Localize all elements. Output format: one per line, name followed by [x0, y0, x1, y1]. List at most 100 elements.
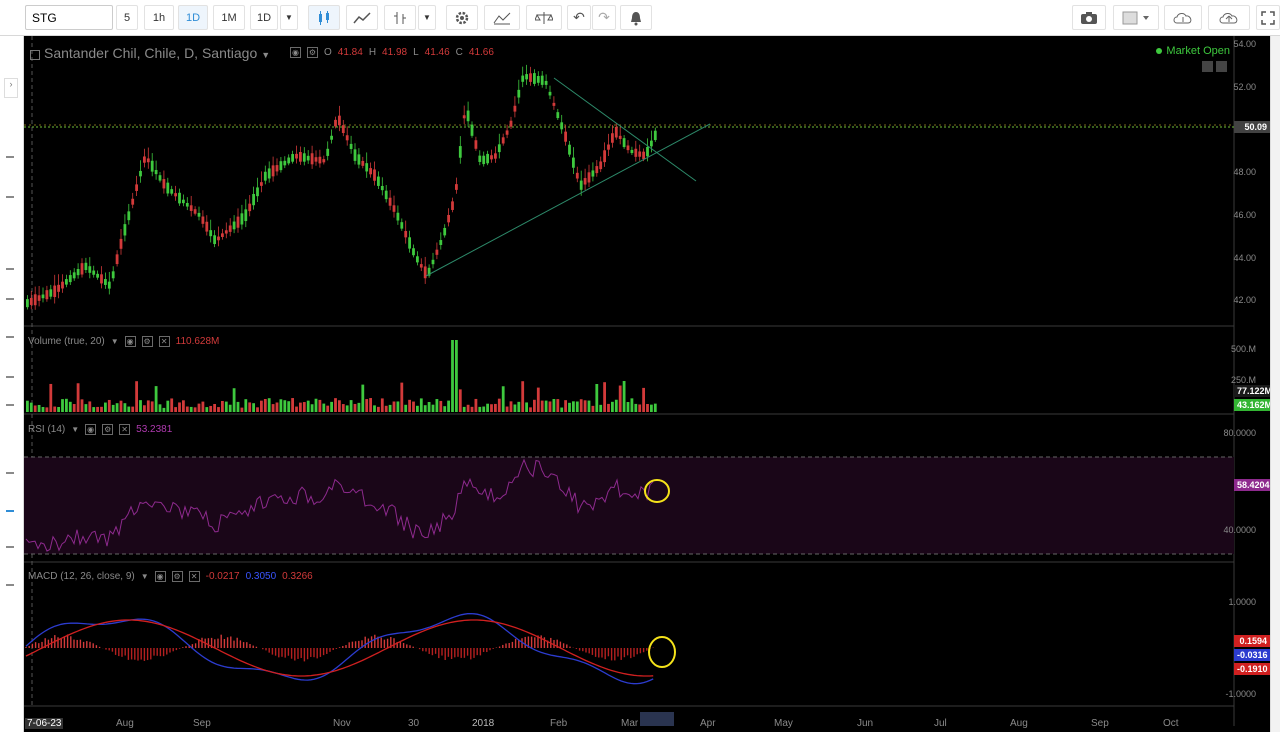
- volume-bar: [139, 400, 142, 412]
- candle-body: [260, 182, 263, 186]
- chevron-down-icon[interactable]: ▼: [71, 425, 80, 434]
- compare-icon[interactable]: [526, 5, 562, 30]
- camera-icon[interactable]: [1072, 5, 1106, 30]
- settings-icon[interactable]: ⚙: [141, 336, 153, 347]
- sidebar-tool-marker[interactable]: [6, 546, 14, 548]
- drawing-style-icon[interactable]: [1113, 5, 1159, 30]
- sidebar-tool-marker[interactable]: [6, 376, 14, 378]
- candle-body: [338, 115, 341, 126]
- cloud-save-icon[interactable]: [1164, 5, 1202, 30]
- sidebar-tool-marker[interactable]: [6, 472, 14, 474]
- interval-1m-button[interactable]: 1M: [213, 5, 245, 30]
- candle-body: [41, 294, 45, 299]
- pane-down-icon[interactable]: [1202, 61, 1213, 72]
- volume-axis-label: 500.M: [1230, 344, 1256, 354]
- undo-icon[interactable]: ↶: [567, 5, 591, 30]
- settings-icon[interactable]: ⚙: [307, 47, 318, 58]
- candles-icon[interactable]: [308, 5, 340, 30]
- close-icon[interactable]: ✕: [119, 424, 131, 435]
- volume-bar: [349, 400, 353, 412]
- chart-canvas[interactable]: [24, 36, 1270, 728]
- volume-bar: [548, 401, 552, 412]
- pane-maximize-icon[interactable]: [1216, 61, 1227, 72]
- chart-area[interactable]: Santander Chil, Chile, D, Santiago ▼ ◉ ⚙ …: [24, 36, 1272, 728]
- hide-icon[interactable]: ◉: [154, 571, 166, 582]
- candle-body: [174, 193, 177, 197]
- candle-body: [150, 160, 154, 172]
- line-chart-icon[interactable]: [346, 5, 378, 30]
- settings-icon[interactable]: [446, 5, 478, 30]
- close-icon[interactable]: ✕: [158, 336, 170, 347]
- interval-1d-button[interactable]: 1D: [178, 5, 208, 30]
- volume-bar: [361, 384, 365, 412]
- candle-body: [618, 135, 622, 139]
- symbol-legend[interactable]: Santander Chil, Chile, D, Santiago ▼: [30, 45, 270, 61]
- sidebar-tool-marker[interactable]: [6, 156, 14, 158]
- hide-icon[interactable]: ◉: [85, 424, 97, 435]
- time-axis-label: 30: [408, 718, 420, 729]
- interval-1h-button[interactable]: 1h: [144, 5, 174, 30]
- chevron-down-icon[interactable]: ▼: [261, 50, 271, 60]
- sidebar-tool-marker[interactable]: [6, 298, 14, 300]
- candle-body: [33, 294, 37, 306]
- candle-body: [111, 271, 115, 279]
- bars-icon[interactable]: [384, 5, 416, 30]
- close-icon[interactable]: ✕: [188, 571, 200, 582]
- pane-controls: [1202, 61, 1227, 72]
- chart-type-dropdown-icon[interactable]: ▼: [418, 5, 436, 30]
- sidebar-tool-marker[interactable]: [6, 584, 14, 586]
- hide-icon[interactable]: ◉: [290, 47, 301, 58]
- redo-icon[interactable]: ↷: [592, 5, 616, 30]
- volume-avg-tag: 77.122M: [1234, 385, 1272, 397]
- macd-line: [25, 612, 654, 685]
- volume-bar: [224, 401, 228, 412]
- volume-bar: [33, 405, 37, 412]
- sidebar-tool-marker[interactable]: [6, 336, 14, 338]
- cloud-load-icon[interactable]: [1208, 5, 1250, 30]
- candle-body: [197, 212, 201, 217]
- sidebar-tool-marker[interactable]: [6, 196, 14, 198]
- interval-custom-button[interactable]: 1D: [250, 5, 278, 30]
- volume-bar: [345, 405, 349, 412]
- settings-icon[interactable]: ⚙: [102, 424, 114, 435]
- settings-icon[interactable]: ⚙: [171, 571, 183, 582]
- sidebar-tool-marker[interactable]: [6, 268, 14, 270]
- candle-body: [49, 289, 53, 297]
- chevron-down-icon[interactable]: ▼: [110, 337, 119, 346]
- candle-body: [455, 184, 458, 190]
- sidebar-tool-marker[interactable]: [6, 404, 14, 406]
- right-scroll-strip[interactable]: [1270, 36, 1280, 732]
- volume-bar: [614, 399, 618, 412]
- alert-icon[interactable]: [620, 5, 652, 30]
- volume-bar: [572, 401, 575, 412]
- hide-icon[interactable]: ◉: [124, 336, 136, 347]
- annotation-circle: [644, 479, 670, 503]
- interval-5-button[interactable]: 5: [116, 5, 138, 30]
- time-axis-label: Sep: [1091, 718, 1109, 729]
- candle-body: [154, 169, 158, 175]
- volume-bar: [583, 400, 587, 412]
- volume-bar: [49, 383, 53, 412]
- candle-body: [533, 73, 536, 84]
- candle-body: [525, 74, 528, 80]
- symbol-search-input[interactable]: [25, 5, 113, 30]
- volume-bar: [517, 401, 521, 412]
- fullscreen-icon[interactable]: [1256, 5, 1280, 30]
- candle-body: [182, 199, 185, 204]
- chevron-down-icon[interactable]: ▼: [140, 572, 149, 581]
- candle-body: [603, 150, 606, 163]
- candle-body: [193, 209, 197, 214]
- candle-body: [263, 171, 267, 181]
- interval-dropdown-icon[interactable]: ▼: [280, 5, 298, 30]
- candle-body: [135, 184, 138, 191]
- candle-body: [267, 168, 271, 179]
- volume-bar: [490, 404, 493, 412]
- sidebar-tool-marker[interactable]: [6, 510, 14, 512]
- candle-body: [213, 235, 216, 245]
- indicators-icon[interactable]: [484, 5, 520, 30]
- low-label: L: [413, 47, 419, 58]
- candle-body: [115, 254, 119, 265]
- sidebar-collapse-icon[interactable]: ›: [4, 78, 18, 98]
- candle-body: [560, 122, 564, 130]
